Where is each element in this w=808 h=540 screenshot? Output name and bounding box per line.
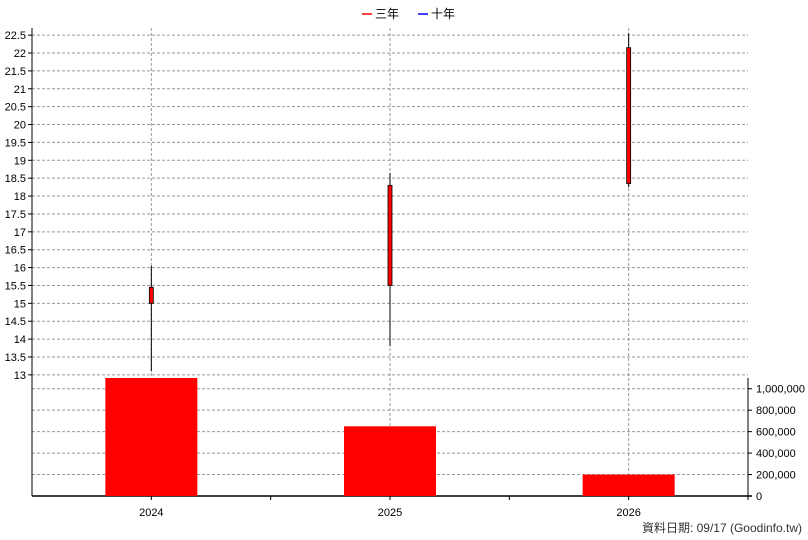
category-tick-label: 2024 [139, 507, 163, 519]
price-tick-label: 15 [14, 298, 26, 310]
price-tick-label: 14.5 [5, 316, 26, 328]
data-date-footer: 資料日期: 09/17 (Goodinfo.tw) [641, 521, 802, 535]
volume-bar [105, 378, 198, 496]
legend-label: 三年 [375, 7, 399, 21]
category-tick-label: 2026 [616, 507, 640, 519]
price-tick-label: 22.5 [5, 30, 26, 42]
volume-tick-label: 400,000 [756, 448, 796, 460]
price-tick-label: 21.5 [5, 66, 26, 78]
price-tick-label: 14 [14, 334, 26, 346]
category-tick-label: 2025 [378, 507, 402, 519]
price-tick-label: 16 [14, 263, 26, 275]
volume-tick-label: 800,000 [756, 405, 796, 417]
price-tick-label: 15.5 [5, 280, 26, 292]
legend-label: 十年 [431, 7, 455, 21]
price-tick-label: 18 [14, 191, 26, 203]
price-tick-label: 13.5 [5, 352, 26, 364]
volume-tick-label: 1,000,000 [756, 384, 805, 396]
candle-body [387, 184, 393, 286]
volume-series [105, 378, 675, 496]
price-tick-label: 20.5 [5, 102, 26, 114]
chart-legend: 三年 十年 [362, 7, 455, 21]
volume-bar [344, 426, 436, 496]
tick-labels: 13 13.5 14 14.5 15 15.5 16 16.5 17 17.5 18 18.5 19 19… [5, 30, 805, 519]
volume-tick-label: 600,000 [756, 427, 796, 439]
price-series [148, 33, 632, 372]
price-tick-label: 18.5 [5, 173, 26, 185]
price-tick-label: 22 [14, 48, 26, 60]
volume-tick-label: 200,000 [756, 470, 796, 482]
price-tick-label: 19 [14, 155, 26, 167]
price-tick-label: 19.5 [5, 137, 26, 149]
candle-body [148, 286, 154, 304]
price-tick-label: 13 [14, 370, 26, 382]
volume-tick-label: 0 [756, 491, 762, 503]
price-tick-label: 21 [14, 84, 26, 96]
volume-bar [582, 474, 675, 496]
candle-body [626, 47, 632, 184]
price-tick-label: 17 [14, 227, 26, 239]
price-tick-label: 17.5 [5, 209, 26, 221]
price-tick-label: 20 [14, 120, 26, 132]
price-tick-label: 16.5 [5, 245, 26, 257]
